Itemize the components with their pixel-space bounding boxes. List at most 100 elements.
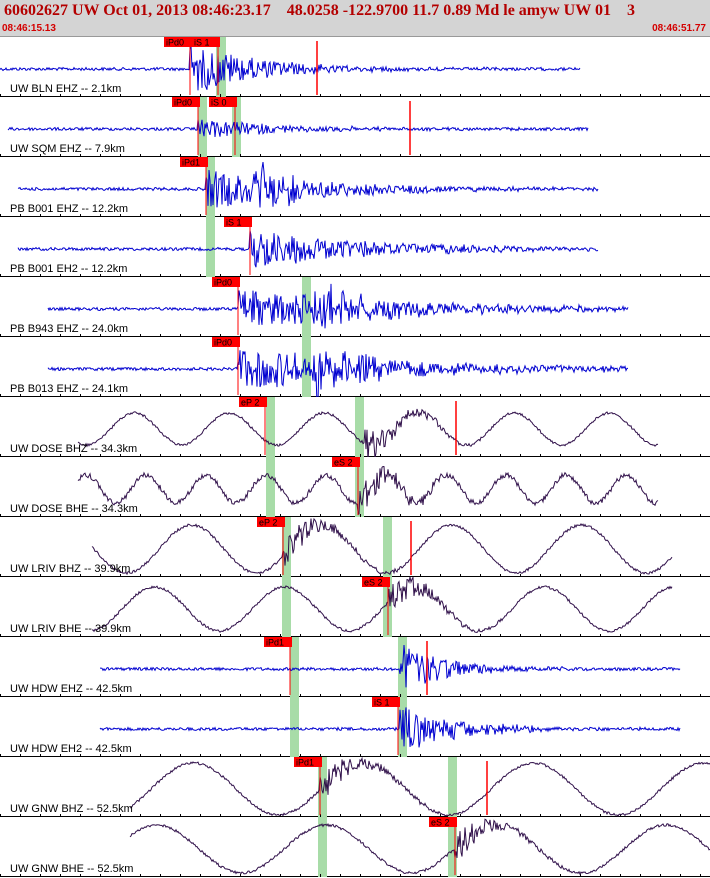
trace-panel[interactable]: iPd1 UW GNW BHZ -- 52.5km: [0, 757, 710, 817]
time-tick: [600, 874, 601, 877]
time-tick: [160, 454, 161, 457]
pick-flag[interactable]: [257, 517, 285, 527]
time-tick: [580, 814, 581, 817]
time-tick: [600, 274, 601, 277]
time-tick: [220, 394, 221, 397]
time-tick: [200, 814, 201, 817]
pick-flag[interactable]: [164, 37, 192, 47]
pick-label: iPd1: [296, 758, 314, 768]
time-tick: [0, 94, 1, 97]
time-tick: [380, 214, 381, 217]
time-tick: [80, 274, 81, 277]
time-tick: [20, 814, 21, 817]
time-tick: [420, 274, 421, 277]
time-tick: [300, 214, 301, 217]
arrival-window: [302, 337, 311, 397]
arrival-window: [282, 517, 291, 577]
time-tick: [640, 814, 641, 817]
pick-label: eS 2: [364, 578, 383, 588]
time-tick: [660, 394, 661, 397]
pick-flag[interactable]: [362, 577, 390, 587]
time-tick: [240, 634, 241, 637]
waveform: [7, 119, 589, 138]
pick-label: iS 1: [226, 218, 242, 228]
time-tick: [160, 334, 161, 337]
pick-flag[interactable]: [239, 397, 267, 407]
time-tick: [400, 814, 401, 817]
time-tick: [540, 274, 541, 277]
pick-flag[interactable]: [294, 757, 322, 767]
pick-flag[interactable]: [224, 217, 252, 227]
time-tick: [440, 874, 441, 877]
pick-flag[interactable]: [180, 157, 208, 167]
pick-flag[interactable]: [372, 697, 400, 707]
trace-panel[interactable]: iPd0 iS 0 UW SQM EHZ -- 7.9km: [0, 97, 710, 157]
time-tick: [380, 394, 381, 397]
time-tick: [140, 334, 141, 337]
trace-panel[interactable]: eS 2 UW LRIV BHE -- 39.9km: [0, 577, 710, 637]
time-tick: [320, 514, 321, 517]
time-tick: [280, 574, 281, 577]
trace-canvas: eS 2: [0, 577, 701, 637]
trace-panel[interactable]: iPd0 PB B943 EHZ -- 24.0km: [0, 277, 710, 337]
trace-panel[interactable]: iPd1 UW HDW EHZ -- 42.5km: [0, 637, 710, 697]
time-tick: [140, 814, 141, 817]
pick-flag[interactable]: [429, 817, 457, 827]
trace-panel[interactable]: iS 1 UW HDW EH2 -- 42.5km: [0, 697, 710, 757]
time-tick: [220, 214, 221, 217]
pick-flag[interactable]: [212, 277, 240, 287]
trace-canvas: eS 2: [0, 817, 710, 877]
trace-panel[interactable]: iS 1 PB B001 EH2 -- 12.2km: [0, 217, 710, 277]
time-tick: [280, 514, 281, 517]
time-tick: [640, 694, 641, 697]
time-tick: [680, 94, 681, 97]
pick-flag[interactable]: [212, 337, 240, 347]
time-tick: [220, 454, 221, 457]
time-tick: [680, 454, 681, 457]
time-tick: [460, 154, 461, 157]
pick-flag[interactable]: [172, 97, 200, 107]
time-tick: [320, 574, 321, 577]
time-tick: [0, 634, 1, 637]
pick-flag[interactable]: [264, 637, 292, 647]
arrival-window: [302, 277, 311, 337]
time-tick: [300, 154, 301, 157]
time-tick: [520, 874, 521, 877]
time-tick: [580, 514, 581, 517]
arrival-window: [266, 397, 275, 457]
pick-flag[interactable]: [332, 457, 360, 467]
time-tick: [380, 694, 381, 697]
time-tick: [700, 394, 701, 397]
time-tick: [180, 454, 181, 457]
time-tick: [540, 214, 541, 217]
waveform: [129, 818, 710, 876]
time-tick: [140, 694, 141, 697]
time-tick: [520, 274, 521, 277]
trace-canvas: iPd1: [0, 637, 701, 697]
time-tick: [280, 694, 281, 697]
time-tick: [60, 154, 61, 157]
trace-panel[interactable]: eP 2 UW LRIV BHZ -- 39.9km: [0, 517, 710, 577]
time-tick: [680, 634, 681, 637]
pick-flag[interactable]: [192, 37, 220, 47]
pick-label: eP 2: [241, 398, 259, 408]
trace-panel[interactable]: iPd0 iS 1 UW BLN EHZ -- 2.1km: [0, 37, 710, 97]
trace-panel[interactable]: iPd0 PB B013 EHZ -- 24.1km: [0, 337, 710, 397]
time-tick: [420, 694, 421, 697]
time-tick: [600, 334, 601, 337]
pick-label: iPd0: [214, 278, 232, 288]
time-tick: [660, 814, 661, 817]
time-tick: [320, 154, 321, 157]
time-tick: [120, 394, 121, 397]
trace-panel[interactable]: eS 2 UW DOSE BHE -- 34.3km: [0, 457, 710, 517]
time-tick: [520, 454, 521, 457]
trace-panel[interactable]: iPd1 PB B001 EHZ -- 12.2km: [0, 157, 710, 217]
time-tick: [620, 814, 621, 817]
pick-flag[interactable]: [209, 97, 237, 107]
time-tick: [20, 94, 21, 97]
time-tick: [100, 394, 101, 397]
time-tick: [520, 334, 521, 337]
trace-panel[interactable]: eP 2 UW DOSE BHZ -- 34.3km: [0, 397, 710, 457]
trace-panel[interactable]: eS 2 UW GNW BHE -- 52.5km: [0, 817, 710, 877]
time-tick: [240, 394, 241, 397]
